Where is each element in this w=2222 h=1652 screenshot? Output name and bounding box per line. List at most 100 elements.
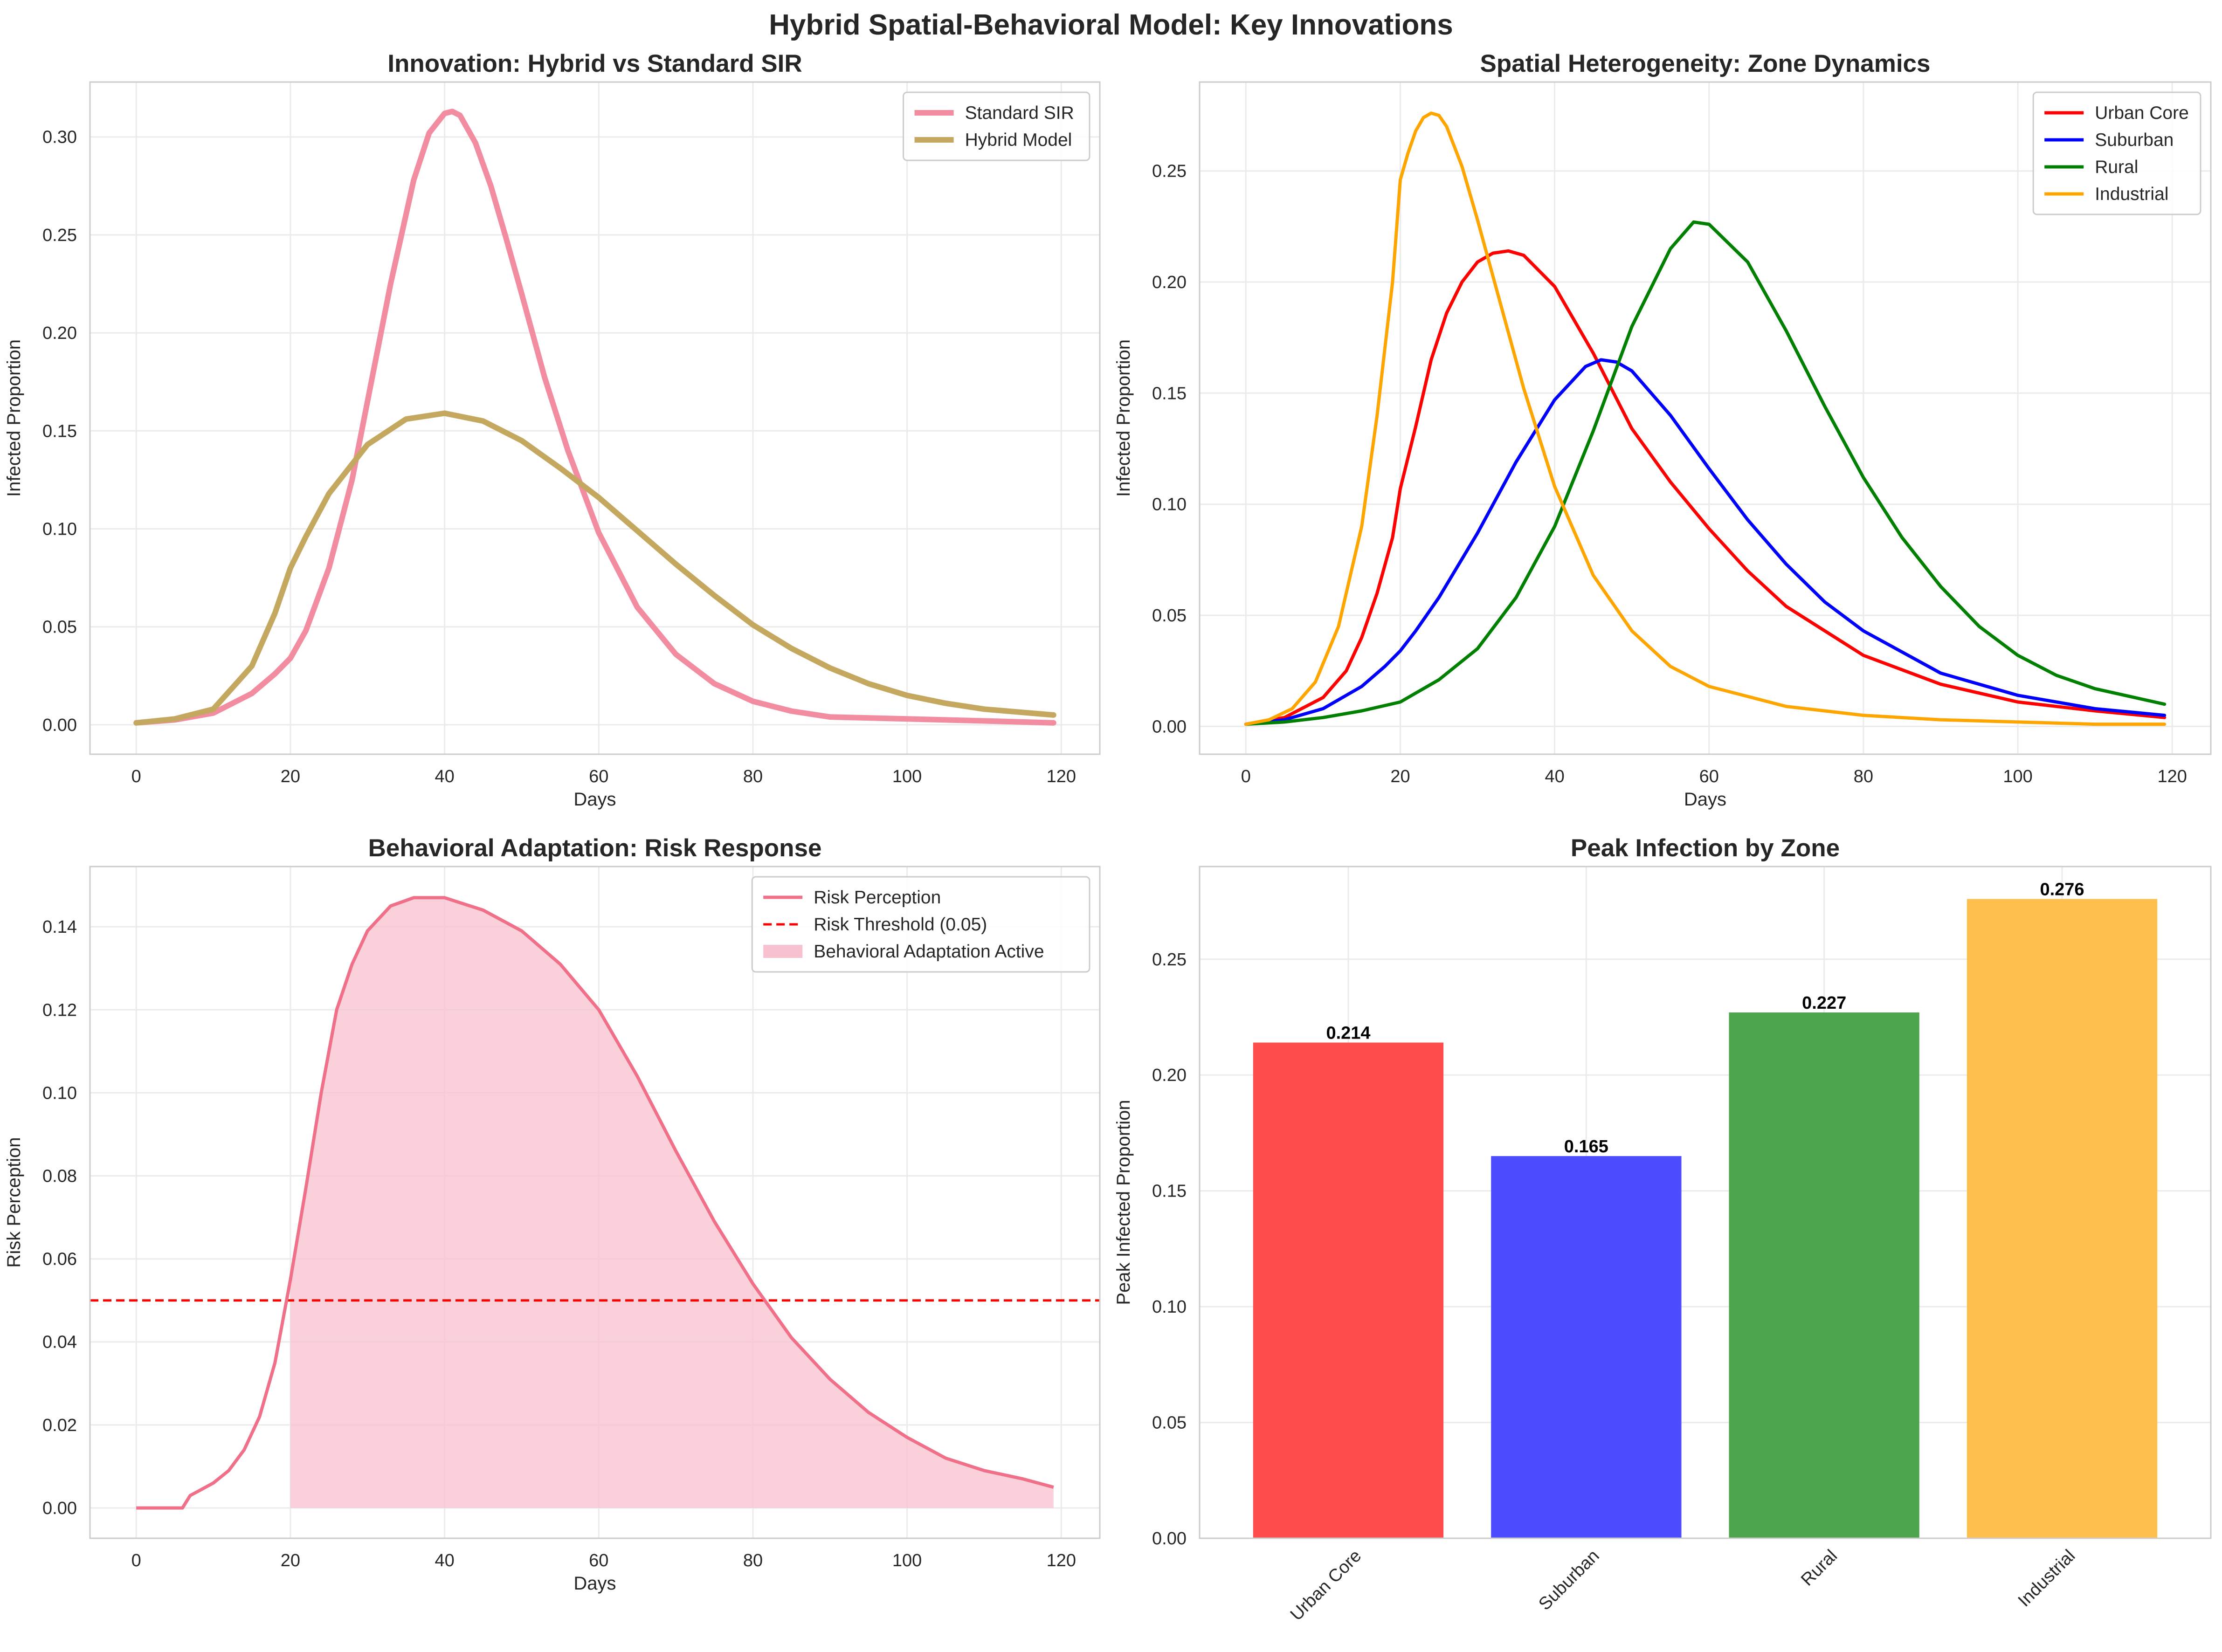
chart-title: Behavioral Adaptation: Risk Response xyxy=(368,834,822,862)
x-tick-label: 120 xyxy=(1047,1551,1076,1570)
adaptation-fill-area xyxy=(290,897,1054,1508)
legend-label: Hybrid Model xyxy=(965,130,1072,150)
y-tick-label: 0.00 xyxy=(1152,717,1187,737)
y-tick-label: 0.20 xyxy=(1152,1066,1187,1085)
y-tick-label: 0.14 xyxy=(42,917,77,937)
bar-industrial xyxy=(1967,899,2158,1538)
legend-label: Rural xyxy=(2095,157,2138,177)
x-tick-label: Urban Core xyxy=(1287,1546,1366,1625)
x-tick-label: 80 xyxy=(1854,767,1873,786)
y-tick-label: 0.12 xyxy=(42,1000,77,1020)
x-tick-label: 20 xyxy=(281,767,300,786)
y-tick-label: 0.20 xyxy=(42,324,77,343)
legend-label: Suburban xyxy=(2095,130,2174,150)
chart-panel-1: 0.00 0.05 0.10 0.15 0.20 0.25 0.30 0 20 40 60 80 100… xyxy=(4,50,1101,810)
y-tick-label: 0.30 xyxy=(42,128,77,147)
x-tick-label: 100 xyxy=(2003,767,2032,786)
x-tick-label: Rural xyxy=(1797,1546,1841,1590)
x-tick-label: Industrial xyxy=(2015,1546,2079,1611)
x-tick-label: 0 xyxy=(131,1551,141,1570)
x-tick-label: 120 xyxy=(2157,767,2187,786)
bar-value-label: 0.165 xyxy=(1564,1137,1608,1156)
y-axis-label: Infected Proportion xyxy=(1113,339,1134,497)
x-tick-label: 60 xyxy=(589,1551,608,1570)
x-tick-label: 60 xyxy=(1699,767,1719,786)
y-axis-label: Infected Proportion xyxy=(4,339,24,497)
series-line-urban-core xyxy=(1244,249,2167,726)
x-axis-label: Days xyxy=(1684,789,1726,810)
legend-box xyxy=(903,91,1090,161)
y-tick-label: 0.02 xyxy=(42,1416,77,1435)
y-tick-label: 0.25 xyxy=(42,226,77,245)
y-tick-label: 0.08 xyxy=(42,1167,77,1186)
bar-urban-core xyxy=(1253,1042,1444,1538)
plot-area xyxy=(90,82,1100,754)
x-tick-label: 40 xyxy=(435,1551,454,1570)
legend: Urban Core Suburban Rural Industrial xyxy=(2032,91,2201,215)
y-tick-label: 0.15 xyxy=(42,421,77,441)
y-axis-label: Peak Infected Proportion xyxy=(1113,1100,1134,1305)
bar-suburban xyxy=(1491,1156,1682,1538)
bar-rural xyxy=(1729,1012,1919,1538)
figure-title: Hybrid Spatial-Behavioral Model: Key Inn… xyxy=(769,9,1453,41)
x-tick-label: 100 xyxy=(892,767,922,786)
y-tick-label: 0.15 xyxy=(1152,1182,1187,1201)
chart-panel-4: 0.214 Urban Core 0.165 Suburban 0.227 Rural 0.… xyxy=(1113,834,2212,1625)
y-tick-label: 0.00 xyxy=(42,716,77,735)
legend-label: Standard SIR xyxy=(965,103,1074,123)
legend-label: Industrial xyxy=(2095,184,2168,204)
legend-label: Risk Threshold (0.05) xyxy=(814,915,987,935)
y-tick-label: 0.25 xyxy=(1152,162,1187,181)
series-line-industrial xyxy=(1244,111,2167,726)
y-tick-label: 0.00 xyxy=(1152,1529,1187,1549)
x-axis-label: Days xyxy=(573,1573,616,1594)
x-tick-label: 100 xyxy=(892,1551,922,1570)
y-tick-label: 0.25 xyxy=(1152,950,1187,970)
axes-frame xyxy=(89,81,1101,755)
y-tick-label: 0.10 xyxy=(1152,495,1187,515)
y-tick-label: 0.00 xyxy=(42,1499,77,1518)
y-tick-label: 0.10 xyxy=(42,520,77,539)
legend-label: Behavioral Adaptation Active xyxy=(814,942,1044,962)
y-tick-label: 0.20 xyxy=(1152,273,1187,292)
legend: Standard SIR Hybrid Model xyxy=(903,91,1090,161)
bar-value-label: 0.214 xyxy=(1326,1024,1370,1043)
y-tick-label: 0.05 xyxy=(1152,606,1187,626)
legend-swatch xyxy=(763,945,803,958)
chart-title: Spatial Heterogeneity: Zone Dynamics xyxy=(1480,50,1930,77)
bar-value-label: 0.276 xyxy=(2040,880,2084,900)
legend: Risk Perception Risk Threshold (0.05) Beha… xyxy=(751,876,1090,973)
x-tick-label: Suburban xyxy=(1535,1546,1603,1614)
x-tick-label: 40 xyxy=(435,767,454,786)
x-tick-label: 20 xyxy=(1390,767,1410,786)
bar-value-label: 0.227 xyxy=(1802,993,1846,1013)
x-tick-label: 0 xyxy=(1241,767,1251,786)
y-tick-label: 0.04 xyxy=(42,1333,77,1352)
y-tick-label: 0.15 xyxy=(1152,384,1187,403)
legend-box xyxy=(2032,91,2201,215)
series-line-rural xyxy=(1244,220,2167,726)
x-tick-label: 40 xyxy=(1545,767,1564,786)
series-line-hybrid-model xyxy=(133,410,1056,726)
legend-box xyxy=(751,876,1090,973)
chart-panel-3: 0.00 0.02 0.04 0.06 0.08 0.10 0.12 0.14 0 20 40 60 8… xyxy=(4,834,1101,1594)
legend-label: Urban Core xyxy=(2095,103,2189,123)
y-tick-label: 0.10 xyxy=(1152,1297,1187,1317)
x-axis-label: Days xyxy=(573,789,616,810)
legend-label: Risk Perception xyxy=(814,888,941,908)
chart-title: Peak Infection by Zone xyxy=(1571,834,1840,862)
y-axis-label: Risk Perception xyxy=(4,1137,24,1267)
y-tick-label: 0.05 xyxy=(42,618,77,637)
x-tick-label: 80 xyxy=(743,1551,763,1570)
y-tick-label: 0.05 xyxy=(1152,1413,1187,1433)
axes-frame xyxy=(1199,81,2212,755)
x-tick-label: 80 xyxy=(743,767,763,786)
x-tick-label: 20 xyxy=(281,1551,300,1570)
x-tick-label: 0 xyxy=(131,767,141,786)
series-line-risk-perception xyxy=(136,896,1054,1510)
y-tick-label: 0.10 xyxy=(42,1083,77,1103)
y-tick-label: 0.06 xyxy=(42,1250,77,1269)
x-tick-label: 60 xyxy=(589,767,608,786)
